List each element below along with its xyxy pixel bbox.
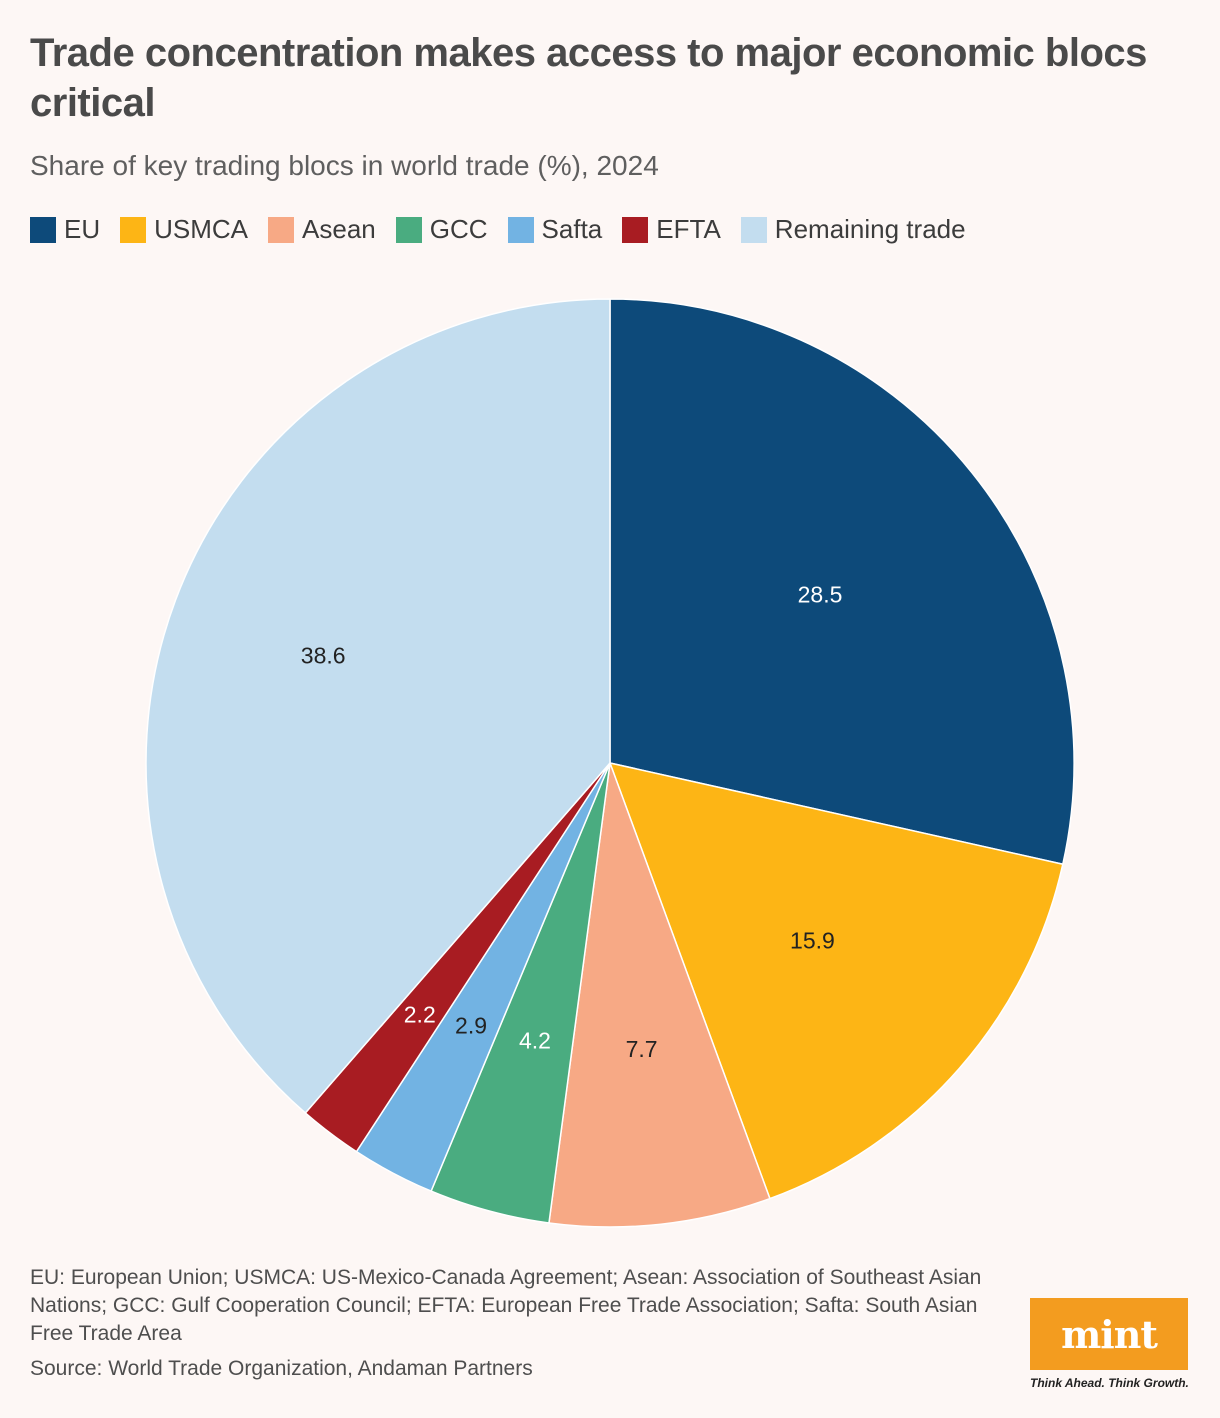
slice-value-label: 38.6 (301, 643, 346, 669)
slice-value-label: 15.9 (790, 927, 835, 953)
pie-slice (548, 762, 771, 1228)
logo-tagline: Think Ahead. Think Growth. (1030, 1376, 1189, 1390)
footnote: EU: European Union; USMCA: US-Mexico-Can… (30, 1266, 982, 1345)
chart-subtitle: Share of key trading blocs in world trad… (30, 150, 659, 181)
slice-value-label: 2.9 (455, 1012, 487, 1038)
legend-swatch (395, 216, 422, 243)
slice-value-label: 28.5 (798, 582, 843, 608)
legend-label: EU (64, 214, 101, 244)
legend-swatch (740, 216, 767, 243)
legend-label: GCC (429, 214, 488, 244)
legend-label: EFTA (656, 214, 721, 244)
mint-logo: mint (1030, 1298, 1188, 1370)
legend-swatch (120, 216, 147, 243)
slice-value-label: 4.2 (519, 1028, 551, 1054)
pie-slice (609, 298, 1075, 866)
legend-swatch (622, 216, 649, 243)
legend-swatch (507, 216, 534, 243)
legend-item: EU (30, 214, 100, 245)
legend-item: USMCA (120, 214, 248, 245)
legend-item: EFTA (622, 214, 721, 245)
slice-value-label: 2.2 (404, 1002, 436, 1028)
legend-item: GCC (395, 214, 488, 245)
chart-title: Trade concentration makes access to majo… (30, 31, 1147, 125)
legend-label: Remaining trade (774, 214, 966, 244)
legend-label: Asean (302, 214, 376, 244)
legend-label: USMCA (154, 214, 249, 244)
legend-label: Safta (541, 214, 603, 244)
legend-item: Safta (507, 214, 603, 245)
slice-value-label: 7.7 (626, 1036, 658, 1062)
legend-item: Asean (268, 214, 376, 245)
legend-swatch (30, 216, 56, 243)
pie-slice (145, 298, 611, 1115)
legend-item: Remaining trade (740, 214, 966, 245)
legend: EU USMCA Asean GCC Safta EFTA Remaining trade (30, 214, 986, 245)
pie-chart: 28.5 15.9 7.7 4.2 2.9 2.2 38.6 (145, 298, 1075, 1228)
pie-slice (608, 761, 1064, 1200)
source-note: Source: World Trade Organization, Andama… (30, 1357, 533, 1380)
legend-swatch (268, 216, 295, 243)
